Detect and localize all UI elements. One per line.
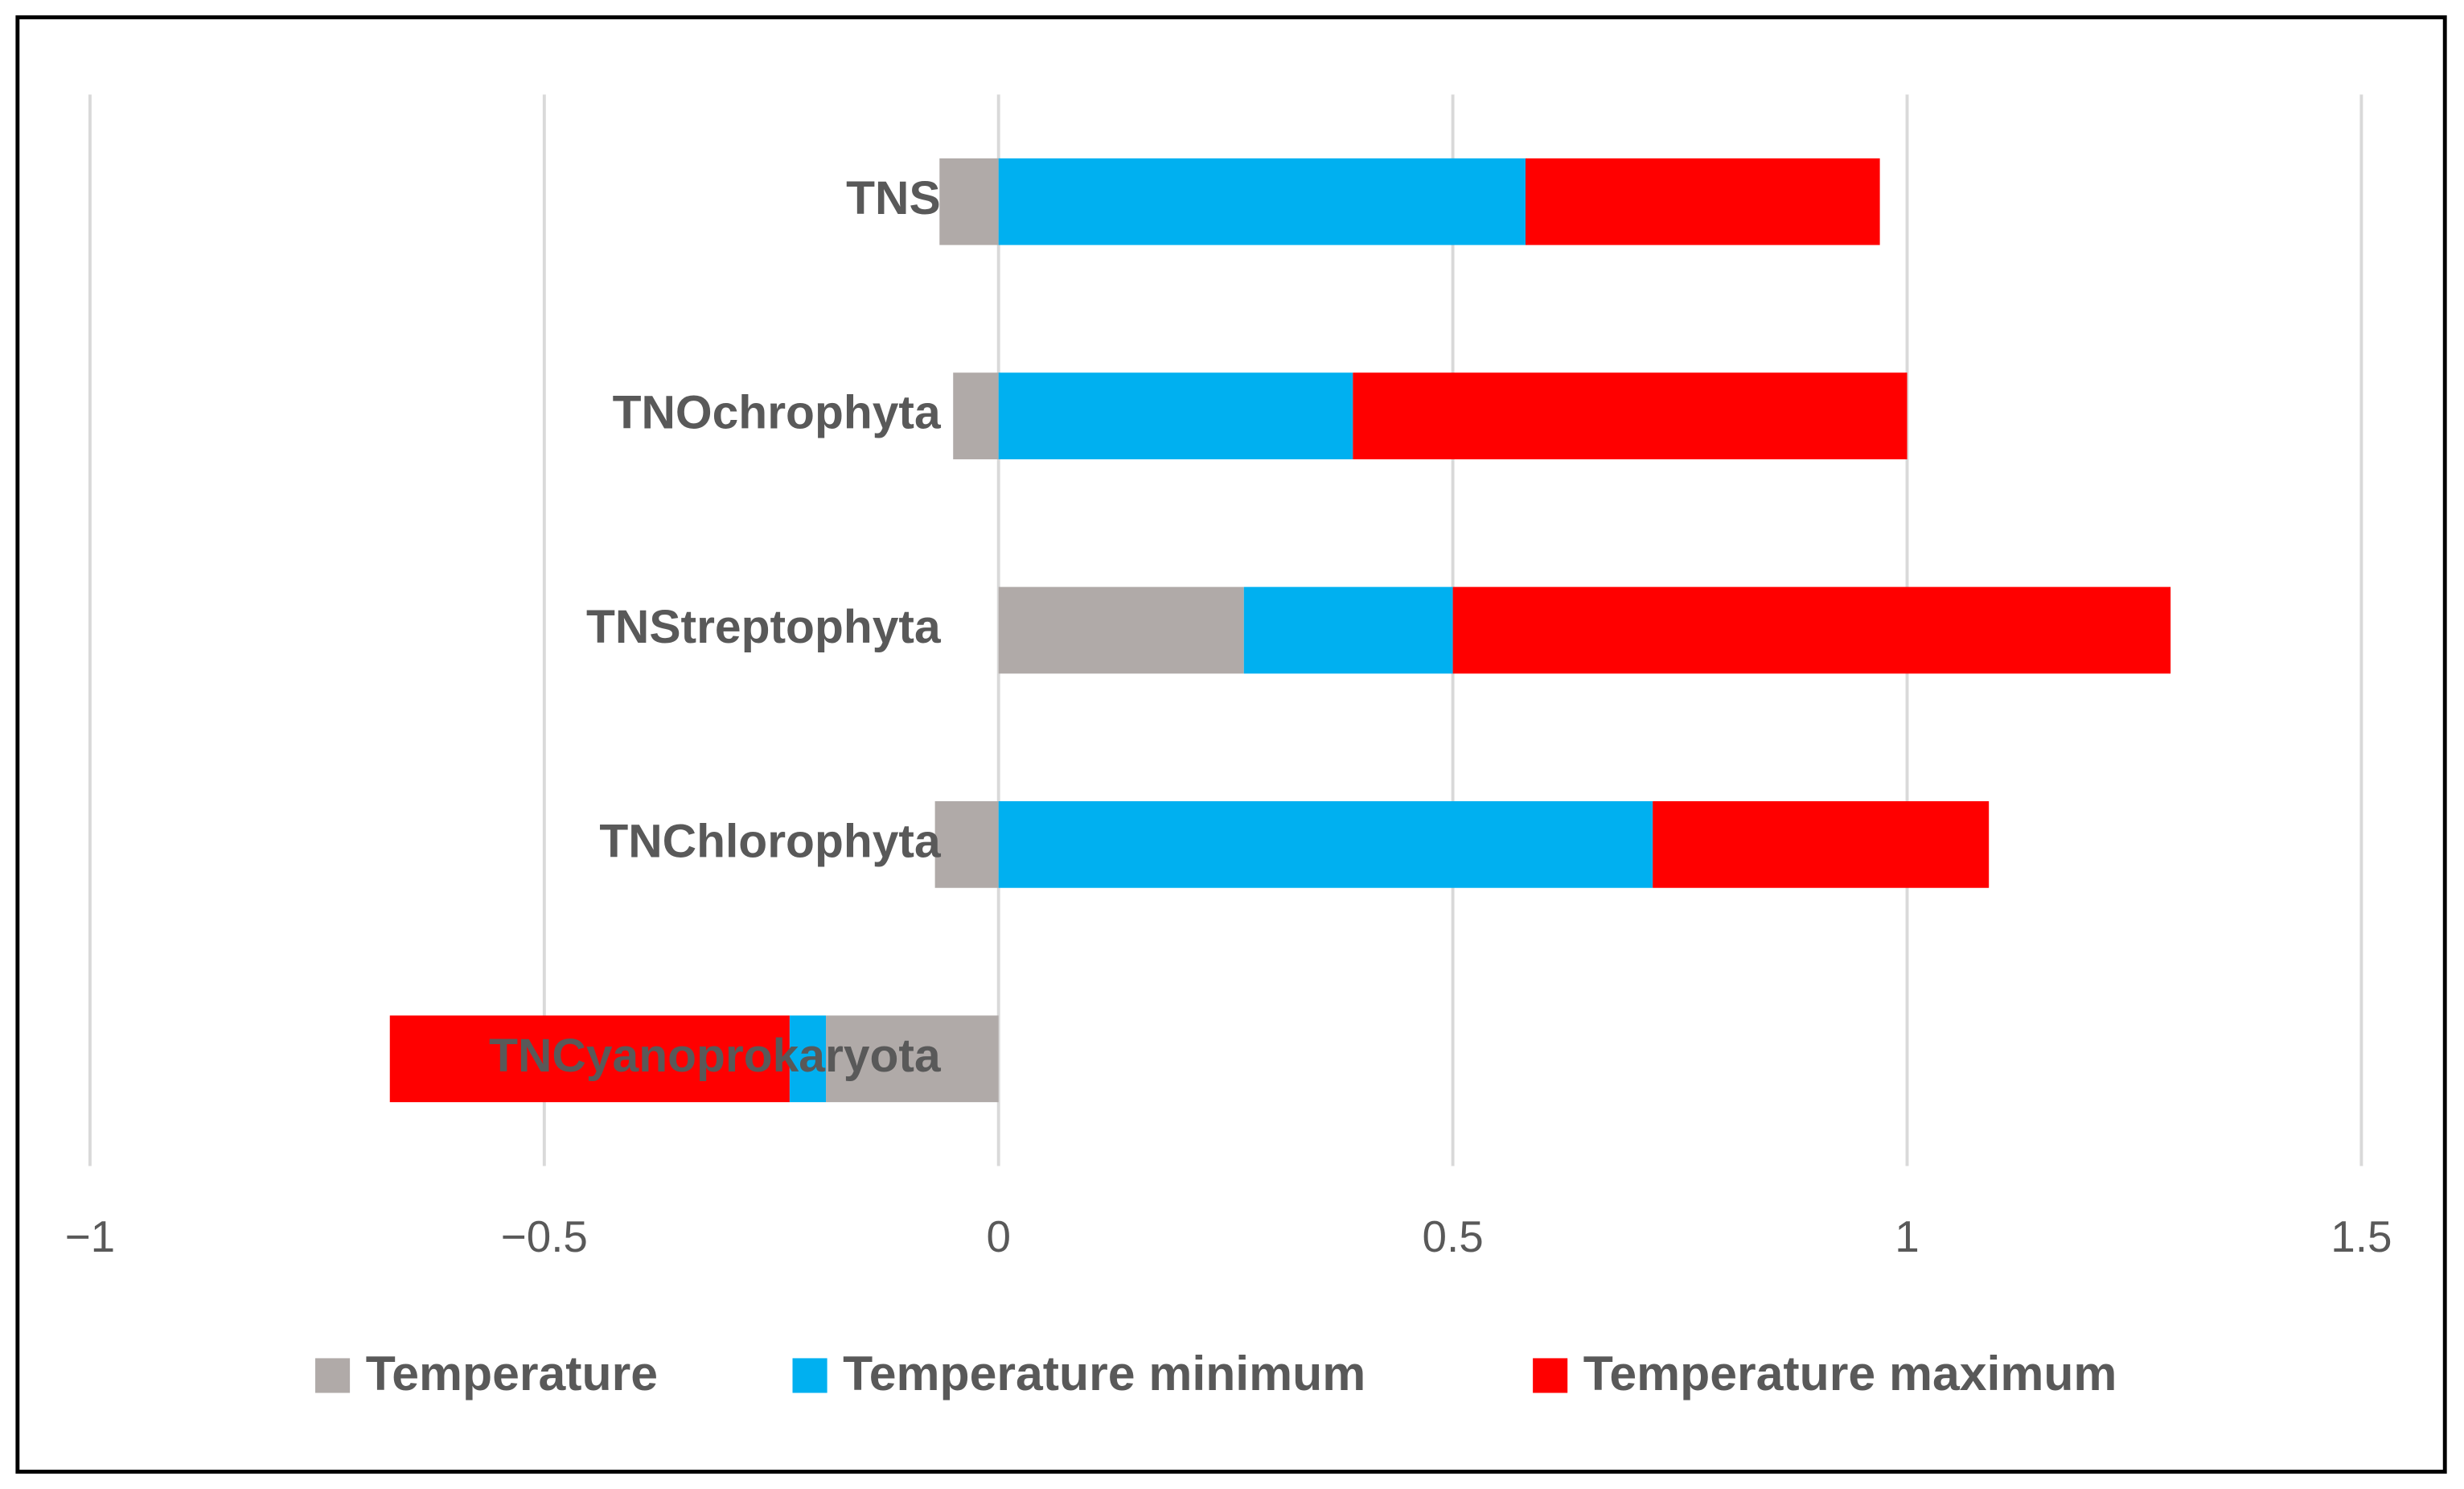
bar xyxy=(1653,801,1990,888)
bar xyxy=(998,801,1653,888)
chart-frame xyxy=(15,15,2447,1474)
category-label: TNOchrophyta xyxy=(613,387,942,439)
x-tick-label: 0 xyxy=(986,1211,1011,1261)
bar xyxy=(1353,372,1908,459)
x-tick-label: −1 xyxy=(65,1211,116,1261)
bar xyxy=(953,372,999,459)
legend-swatch xyxy=(315,1358,351,1393)
bar xyxy=(934,801,999,888)
legend-label: Temperature maximum xyxy=(1583,1346,2117,1401)
bar xyxy=(998,158,1526,245)
category-label: TNCyanoprokaryota xyxy=(489,1030,942,1082)
bar xyxy=(1525,158,1880,245)
legend-label: Temperature minimum xyxy=(843,1346,1365,1401)
bar xyxy=(998,372,1353,459)
bar xyxy=(998,586,1244,674)
bars xyxy=(389,158,2171,1103)
category-label: TNS xyxy=(846,172,941,224)
bar xyxy=(1452,586,2171,674)
x-tick-label: 1 xyxy=(1895,1211,1920,1261)
bar xyxy=(389,1015,790,1103)
category-label: TNChlorophyta xyxy=(599,815,942,867)
bar xyxy=(789,1015,827,1103)
legend-label: Temperature xyxy=(366,1346,658,1401)
bar xyxy=(1243,586,1453,674)
x-tick-label: −0.5 xyxy=(501,1211,588,1261)
category-label: TNStreptophyta xyxy=(586,601,942,653)
bar xyxy=(826,1015,999,1103)
legend-swatch xyxy=(1533,1358,1568,1393)
bar xyxy=(939,158,999,245)
x-tick-label: 1.5 xyxy=(2331,1211,2392,1261)
labels: −1 −0.5 0 0.5 1 1.5 TNCyanoprokaryota TNChlorop… xyxy=(65,172,2392,1401)
x-tick-label: 0.5 xyxy=(1423,1211,1484,1261)
legend-swatch xyxy=(792,1358,827,1393)
